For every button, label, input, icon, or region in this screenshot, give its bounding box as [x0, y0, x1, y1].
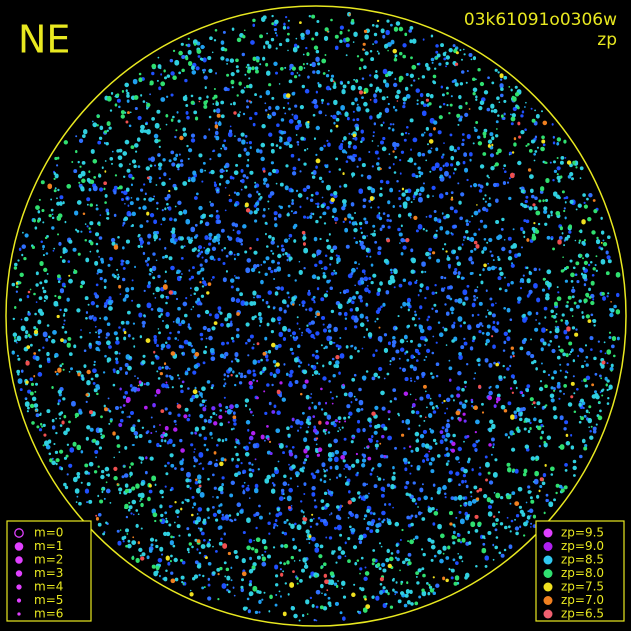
zp-symbol — [543, 542, 553, 551]
magnitude-label: m=4 — [34, 580, 63, 594]
zp-symbol — [543, 569, 553, 578]
magnitude-symbol — [17, 612, 21, 616]
zp-label: zp=8.0 — [561, 566, 604, 580]
magnitude-symbol — [14, 542, 24, 551]
zp-symbol — [543, 528, 553, 538]
zp-label: zp=8.5 — [561, 553, 604, 567]
zp-label: zp=9.5 — [561, 526, 604, 540]
magnitude-label: m=0 — [34, 526, 63, 540]
zp-symbol — [543, 582, 553, 592]
zp-label: zp=7.0 — [561, 593, 604, 607]
zp-symbol — [543, 596, 553, 605]
star-group — [11, 23, 620, 615]
magnitude-label: m=6 — [34, 607, 63, 621]
magnitude-symbol — [15, 570, 23, 577]
magnitude-symbol — [16, 598, 22, 603]
zp-symbol — [543, 555, 553, 565]
magnitude-label: m=3 — [34, 566, 63, 580]
magnitude-symbol — [16, 584, 22, 590]
zp-label: zp=9.0 — [561, 539, 604, 553]
magnitude-label: m=1 — [34, 539, 63, 553]
zp-symbol — [543, 609, 553, 619]
horizon-circle — [5, 5, 627, 627]
magnitude-label: m=2 — [34, 553, 63, 567]
magnitude-symbol — [15, 556, 23, 564]
magnitude-legend-box — [6, 520, 92, 622]
mode-label: zp — [597, 30, 617, 50]
zp-label: zp=6.5 — [561, 607, 604, 621]
star-group — [11, 11, 615, 622]
frame-id: 03k61091o0306w — [464, 10, 617, 30]
stars — [11, 11, 621, 622]
direction-label: NE — [18, 18, 70, 62]
legends: m=0m=1m=2m=3m=4m=5m=6zp=9.5zp=9.0zp=8.5z… — [14, 526, 604, 621]
zp-label: zp=7.5 — [561, 580, 604, 594]
magnitude-symbol — [14, 528, 24, 538]
magnitude-label: m=5 — [34, 593, 63, 607]
